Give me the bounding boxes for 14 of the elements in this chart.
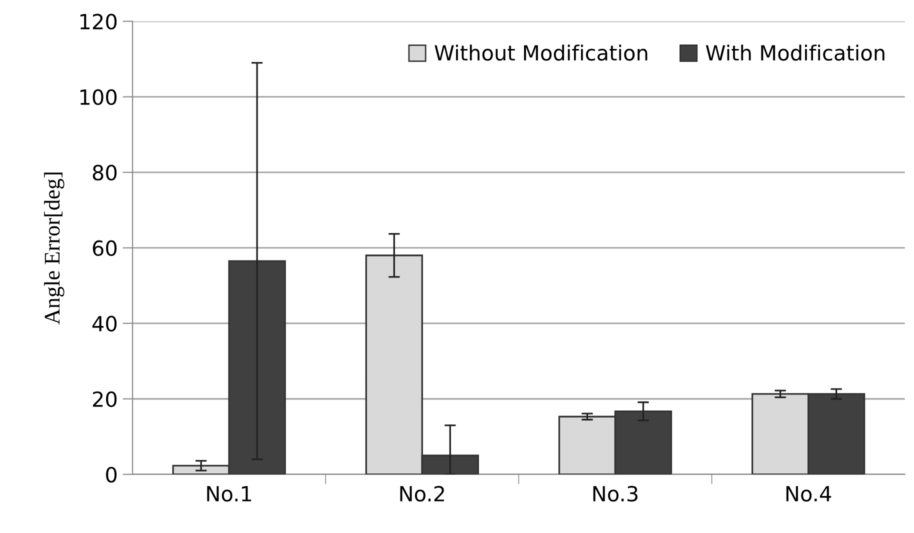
y-tick-label: 20: [92, 391, 117, 408]
y-tick-label: 120: [80, 14, 117, 30]
x-tick-label: No.2: [400, 486, 444, 502]
legend-label: With Modification: [706, 44, 884, 61]
x-tick-label: No.3: [593, 486, 638, 502]
legend-label: Without Modification: [434, 44, 648, 61]
y-axis-title: Angle Error[deg]: [44, 172, 64, 324]
x-tick-label: No.1: [207, 486, 252, 502]
y-tick-label: 0: [106, 466, 117, 483]
y-tick-label: 40: [92, 316, 117, 332]
x-tick-label: No.4: [786, 486, 832, 502]
y-tick-label: 80: [92, 164, 117, 181]
y-tick-label: 60: [92, 240, 117, 256]
y-tick-label: 100: [80, 89, 117, 106]
